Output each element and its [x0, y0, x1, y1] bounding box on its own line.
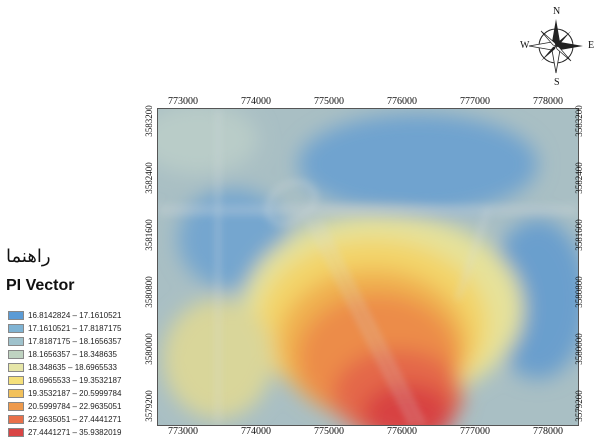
x-tick-label: 776000	[387, 96, 417, 107]
y-tick-label: 3580000	[143, 333, 154, 365]
y-tick-label: 3583200	[573, 105, 584, 137]
x-tick-label: 773000	[168, 426, 198, 437]
y-tick-label: 3579200	[573, 390, 584, 422]
y-tick-label: 3582400	[573, 162, 584, 194]
legend-label: 17.1610521 – 17.8187175	[28, 324, 122, 333]
railway-line	[307, 218, 414, 425]
legend-label: 20.5999784 – 22.9635051	[28, 402, 122, 411]
x-tick-label: 775000	[314, 96, 344, 107]
y-tick-label: 3580800	[573, 276, 584, 308]
legend-swatch	[8, 428, 24, 437]
legend-label: 18.348635 – 18.6965533	[28, 363, 117, 372]
zone-red	[363, 384, 453, 425]
legend-label: 17.8187175 – 18.1656357	[28, 337, 122, 346]
interpolation-map[interactable]	[157, 108, 579, 426]
legend-swatch	[8, 337, 24, 346]
x-tick-label: 777000	[460, 426, 490, 437]
legend: 16.8142824 – 17.1610521 17.1610521 – 17.8…	[8, 309, 121, 439]
y-tick-label: 3579200	[143, 390, 154, 422]
railway-line-2	[317, 218, 424, 425]
y-tick-label: 3580000	[573, 333, 584, 365]
x-tick-label: 776000	[387, 426, 417, 437]
y-tick-label: 3581600	[143, 219, 154, 251]
legend-item: 19.3532187 – 20.5999784	[8, 387, 121, 400]
legend-label: 18.1656357 – 18.348635	[28, 350, 117, 359]
legend-swatch	[8, 376, 24, 385]
y-tick-label: 3582400	[143, 162, 154, 194]
legend-swatch	[8, 389, 24, 398]
legend-item: 22.9635051 – 27.4441271	[8, 413, 121, 426]
road-diagonal	[457, 208, 489, 300]
compass-rose-icon: N S E W	[520, 0, 597, 92]
y-tick-label: 3581600	[573, 219, 584, 251]
legend-item: 18.348635 – 18.6965533	[8, 361, 121, 374]
zone-blue-north	[298, 114, 538, 214]
legend-label: 22.9635051 – 27.4441271	[28, 415, 122, 424]
y-tick-label: 3580800	[143, 276, 154, 308]
x-tick-label: 773000	[168, 96, 198, 107]
x-tick-label: 778000	[533, 96, 563, 107]
x-tick-label: 777000	[460, 96, 490, 107]
legend-title: PI Vector	[6, 277, 75, 294]
legend-item: 27.4441271 – 35.9382019	[8, 426, 121, 439]
legend-item: 20.5999784 – 22.9635051	[8, 400, 121, 413]
legend-swatch	[8, 363, 24, 372]
zone-pale-nw	[158, 109, 258, 174]
legend-item: 18.6965533 – 19.3532187	[8, 374, 121, 387]
x-tick-label: 778000	[533, 426, 563, 437]
legend-label: 19.3532187 – 20.5999784	[28, 389, 122, 398]
x-tick-label: 775000	[314, 426, 344, 437]
compass-south-label: S	[554, 77, 560, 88]
legend-label: 16.8142824 – 17.1610521	[28, 311, 122, 320]
legend-item: 18.1656357 – 18.348635	[8, 348, 121, 361]
legend-item: 17.8187175 – 18.1656357	[8, 335, 121, 348]
compass-east-label: E	[588, 40, 595, 51]
legend-label: 27.4441271 – 35.9382019	[28, 428, 122, 437]
compass-north-label: N	[553, 6, 561, 17]
legend-swatch	[8, 311, 24, 320]
legend-label: 18.6965533 – 19.3532187	[28, 376, 122, 385]
y-tick-label: 3583200	[143, 105, 154, 137]
x-tick-label: 774000	[241, 426, 271, 437]
legend-swatch	[8, 402, 24, 411]
legend-item: 16.8142824 – 17.1610521	[8, 309, 121, 322]
compass-west-label: W	[520, 40, 530, 51]
legend-swatch	[8, 324, 24, 333]
interchange-loop	[266, 181, 317, 225]
legend-title-persian: راهنما	[6, 246, 51, 267]
legend-item: 17.1610521 – 17.8187175	[8, 322, 121, 335]
compass-star-icon	[528, 19, 583, 74]
x-tick-label: 774000	[241, 96, 271, 107]
legend-swatch	[8, 415, 24, 424]
map-surface	[158, 109, 578, 425]
legend-swatch	[8, 350, 24, 359]
